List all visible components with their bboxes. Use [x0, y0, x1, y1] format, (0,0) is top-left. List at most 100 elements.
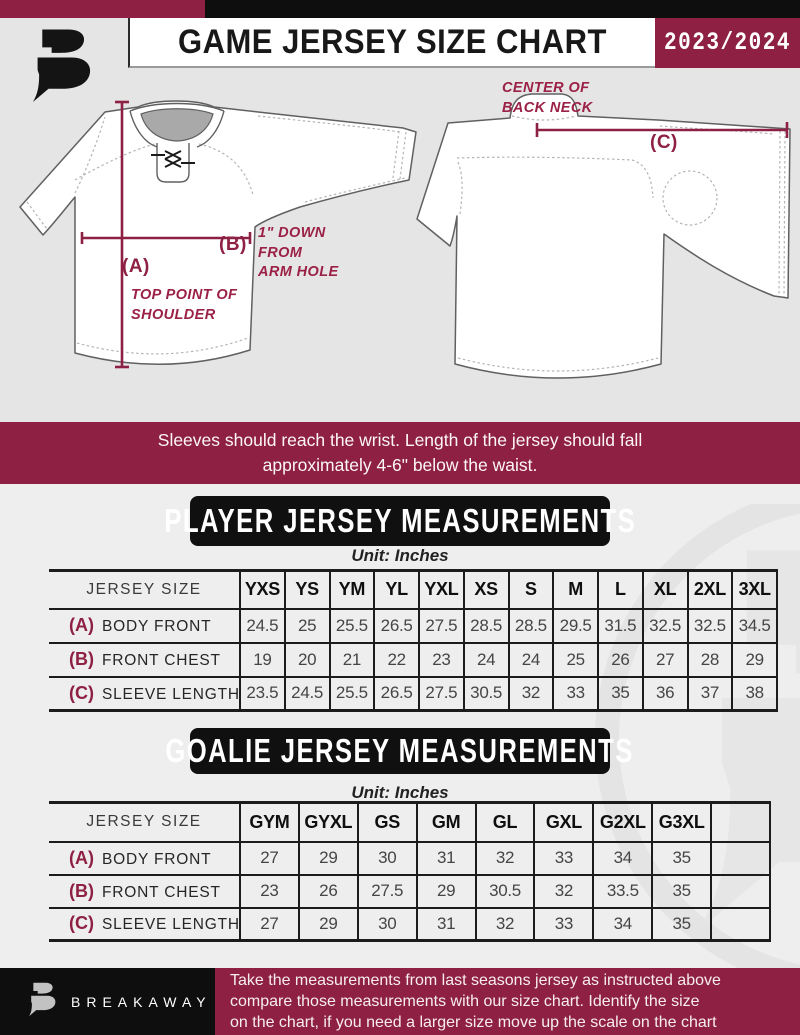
- size-column-header: YM: [328, 570, 375, 609]
- footer-line-2: compare those measurements with our size…: [230, 992, 700, 1010]
- size-label-header: JERSEY SIZE: [86, 813, 202, 831]
- goalie-measurements-table: JERSEY SIZE GYM GYXL GS GM GL GXL G2XL G3XL (A) BO…: [49, 801, 772, 942]
- size-column-header: GYM: [239, 802, 299, 842]
- measurement-cell: 27.5: [356, 873, 417, 908]
- measurement-cell: 33.5: [592, 873, 653, 908]
- measurement-cell: 28.5: [507, 607, 554, 643]
- size-column-header: GM: [415, 802, 476, 842]
- measure-key: (A): [69, 615, 94, 635]
- measure-a-label: (A): [122, 256, 150, 277]
- measure-label: BODY FRONT: [102, 850, 212, 868]
- size-column-header: 2XL: [686, 570, 733, 609]
- size-column-header: GXL: [533, 802, 594, 842]
- measurement-cell: 38: [731, 675, 778, 711]
- measurement-cell: 29: [297, 840, 358, 875]
- size-column-header: GYXL: [297, 802, 358, 842]
- measurement-cell: 36: [641, 675, 688, 711]
- measure-b-label: (B): [219, 234, 247, 255]
- size-column-header: YXS: [239, 570, 285, 609]
- measurement-cell: [710, 906, 772, 941]
- measurement-cell: 27: [239, 906, 299, 941]
- footer: BREAKAWAY Take the measurements from las…: [0, 968, 800, 1035]
- measurement-cell: 32.5: [641, 607, 688, 643]
- measure-a-note: TOP POINT OF SHOULDER: [131, 287, 238, 323]
- size-column-header: XS: [462, 570, 509, 609]
- measurement-cell: 26.5: [373, 607, 419, 643]
- measure-key: (B): [69, 880, 94, 901]
- size-column-header: M: [552, 570, 598, 609]
- measurement-cell: 23: [418, 641, 464, 677]
- measurement-row-label: (B) FRONT CHEST: [49, 641, 240, 677]
- measurement-row-label: (C) SLEEVE LENGTH: [49, 906, 240, 941]
- measurement-cell: 25.5: [328, 607, 375, 643]
- player-section-title: PLAYER JERSEY MEASUREMENTS: [164, 502, 636, 539]
- measurement-cell: 35: [651, 906, 712, 941]
- measure-label: BODY FRONT: [102, 618, 212, 635]
- measurement-cell: 20: [283, 641, 330, 677]
- measurement-cell: 31: [415, 906, 476, 941]
- measurement-cell: 23: [239, 873, 299, 908]
- measurement-row: (A) BODY FRONT 24.5 25 25.5 26.5 27.5 28.5 28.5 2…: [49, 607, 778, 643]
- fit-notice-band: Sleeves should reach the wrist. Length o…: [0, 422, 800, 484]
- goalie-unit-label: Unit: Inches: [351, 783, 449, 802]
- measurement-row-label: (A) BODY FRONT: [49, 840, 240, 875]
- measurement-cell: 30: [356, 906, 417, 941]
- size-column-header: S: [507, 570, 554, 609]
- player-section-title-box: PLAYER JERSEY MEASUREMENTS: [164, 496, 634, 546]
- jersey-back-diagram: [416, 93, 791, 379]
- footer-instructions-block: Take the measurements from last seasons …: [215, 968, 800, 1035]
- measurement-row: (A) BODY FRONT 27 29 30 31 32 33 34 35: [49, 840, 772, 875]
- measurement-cell: 26.5: [373, 675, 419, 711]
- measurement-cell: 29: [415, 873, 476, 908]
- breakaway-footer-logo-icon: [24, 981, 60, 1022]
- measurement-cell: 37: [686, 675, 733, 711]
- measurement-row: (C) SLEEVE LENGTH 23.5 24.5 25.5 26.5 27.5 30.5…: [49, 675, 778, 711]
- size-column-header: YXL: [418, 570, 464, 609]
- season-badge: 2023/2024: [655, 18, 800, 68]
- measurement-row-label: (B) FRONT CHEST: [49, 873, 240, 908]
- player-measurements-table: JERSEY SIZE YXS YS YM YL YXL XS S M L XL 2XL 3XL (A) B…: [49, 569, 778, 712]
- measurement-cell: 31: [415, 840, 476, 875]
- breakaway-logo-icon: [22, 26, 100, 114]
- measurement-cell: 22: [373, 641, 419, 677]
- measurement-cell: 35: [651, 840, 712, 875]
- measure-label: SLEEVE LENGTH: [102, 685, 240, 703]
- measurement-cell: 26: [597, 641, 643, 677]
- measurement-cell: 32.5: [686, 607, 733, 643]
- measurement-cell: 21: [328, 641, 375, 677]
- measurement-cell: 27.5: [418, 607, 464, 643]
- size-column-header: YS: [283, 570, 330, 609]
- measurement-cell: 24: [507, 641, 554, 677]
- measurement-cell: 29.5: [552, 607, 598, 643]
- measurement-cell: 33: [552, 675, 598, 711]
- size-label-header: JERSEY SIZE: [86, 580, 202, 598]
- measure-key: (A): [69, 847, 94, 868]
- measurement-cell: 27.5: [418, 675, 464, 711]
- measurement-cell: 30.5: [462, 675, 509, 711]
- jersey-diagrams: (A) TOP POINT OF SHOULDER (B) 1" DOWN FR…: [0, 68, 800, 422]
- goalie-section-title: GOALIE JERSEY MEASUREMENTS: [165, 732, 635, 769]
- footer-line-1: Take the measurements from last seasons …: [230, 971, 721, 989]
- measurement-row: (C) SLEEVE LENGTH 27 29 30 31 32 33 34 35: [49, 906, 772, 941]
- back-neck-note: CENTER OF BACK NECK: [502, 80, 593, 116]
- footer-line-3: on the chart, if you need a larger size …: [230, 1014, 717, 1032]
- top-bar-black-segment: [205, 0, 800, 18]
- measurement-cell: 19: [239, 641, 285, 677]
- footer-brand-block: BREAKAWAY: [0, 968, 215, 1035]
- measurement-tables-section: PLAYER JERSEY MEASUREMENTS Unit: Inches …: [0, 484, 800, 974]
- top-bar-maroon-segment: [0, 0, 205, 18]
- measurement-cell: 26: [297, 873, 358, 908]
- size-column-header: G3XL: [651, 802, 712, 842]
- measurement-cell: 23.5: [239, 675, 285, 711]
- measurement-row: (B) FRONT CHEST 19 20 21 22 23 24 24 25 26 27 28 29: [49, 641, 778, 677]
- measurement-cell: 28.5: [462, 607, 509, 643]
- header: GAME JERSEY SIZE CHART 2023/2024: [0, 18, 800, 68]
- measurement-cell: 33: [533, 840, 594, 875]
- size-column-header: GL: [474, 802, 535, 842]
- size-column-header: YL: [373, 570, 419, 609]
- measure-key: (B): [69, 649, 94, 669]
- page-title: GAME JERSEY SIZE CHART: [177, 22, 607, 61]
- measurement-row: (B) FRONT CHEST 23 26 27.5 29 30.5 32 33.5 35: [49, 873, 772, 908]
- measurement-cell: 29: [731, 641, 778, 677]
